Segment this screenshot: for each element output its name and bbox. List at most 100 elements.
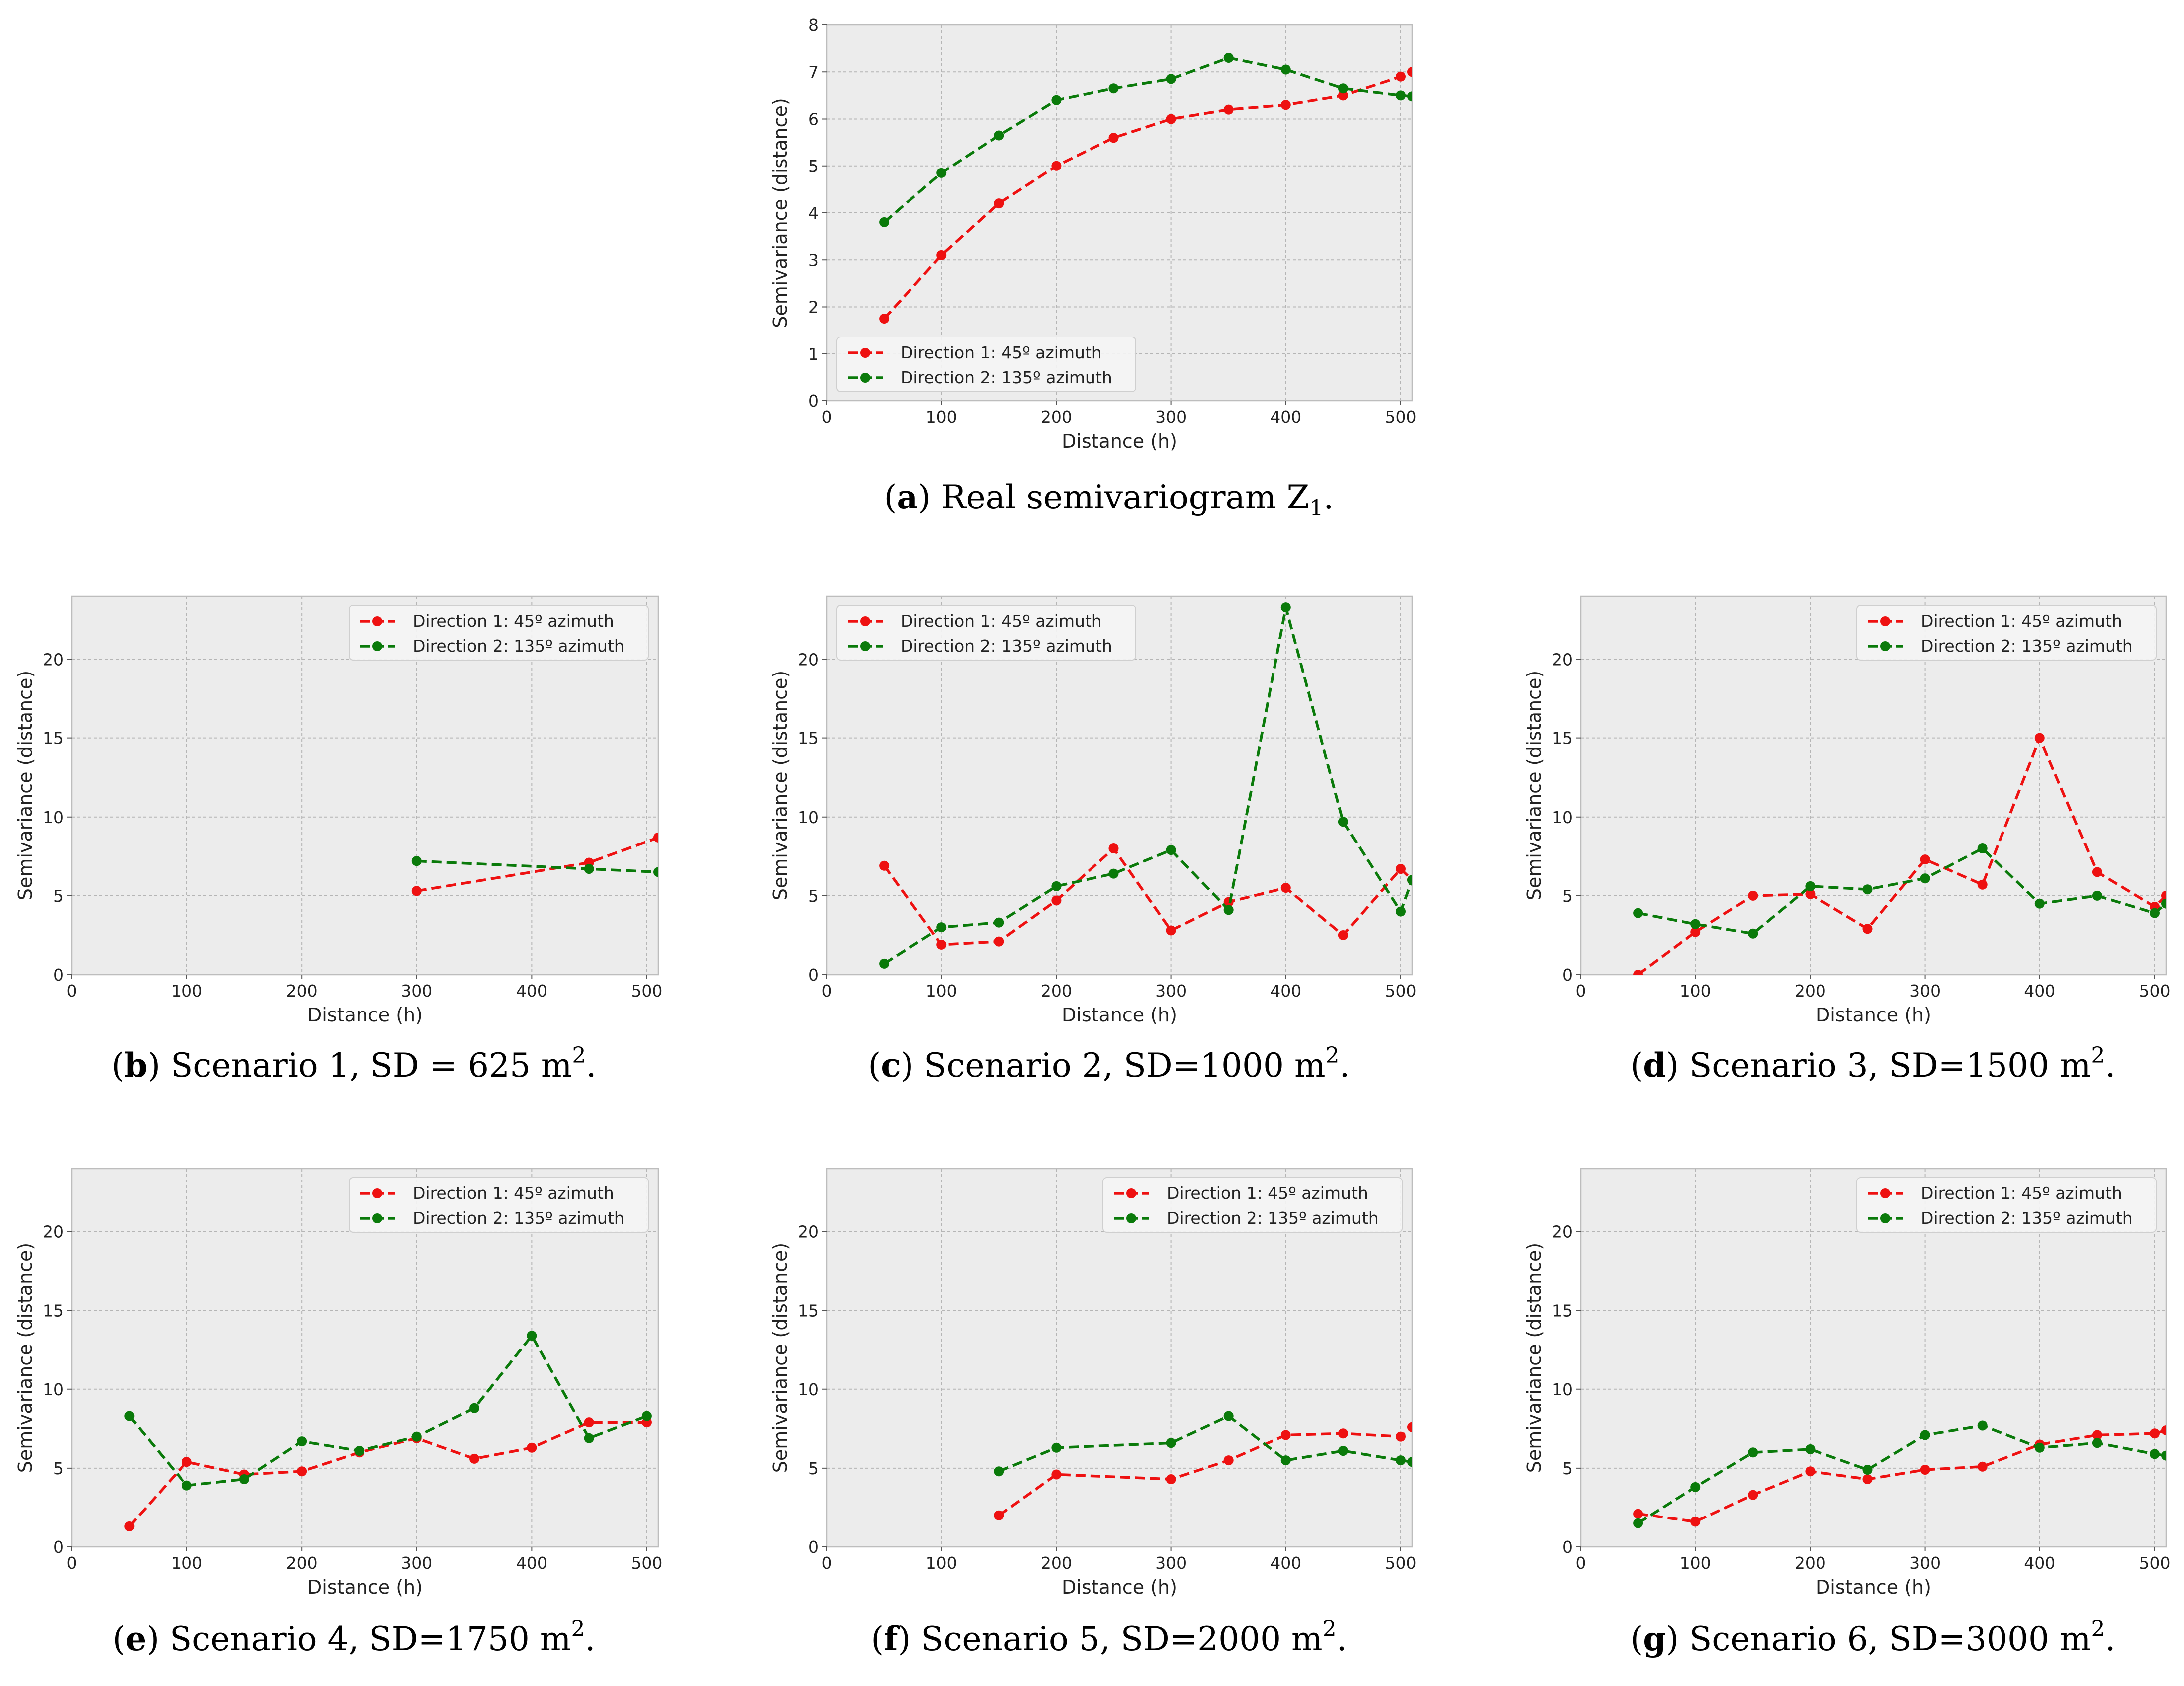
data-point: [1633, 970, 1643, 975]
caption-suffix: .: [1337, 1620, 1347, 1658]
y-tick-label: 5: [808, 1459, 819, 1478]
legend-label-1: Direction 1: 45º azimuth: [1167, 1183, 1368, 1203]
data-point: [1805, 1444, 1816, 1454]
data-point: [584, 1417, 594, 1428]
data-point: [2149, 1428, 2160, 1439]
plot-frame: [826, 1168, 1413, 1548]
x-tick-label: 500: [631, 1553, 662, 1573]
caption-paren: (: [871, 1620, 884, 1658]
y-tick-label: 5: [53, 1459, 64, 1478]
x-tick-label: 200: [286, 981, 318, 1001]
plot-frame: [826, 595, 1413, 976]
x-tick-label: 0: [822, 1553, 832, 1573]
data-point: [1338, 1446, 1348, 1456]
series-group: [1633, 733, 2166, 975]
x-tick-label: 100: [926, 981, 957, 1001]
data-point: [1633, 1518, 1643, 1528]
legend: Direction 1: 45º azimuth Direction 2: 135…: [349, 1177, 649, 1233]
data-point: [653, 867, 658, 877]
data-point: [1690, 1517, 1701, 1527]
caption-suffix: .: [1340, 1046, 1350, 1085]
caption-paren: ): [147, 1046, 160, 1085]
data-point: [1920, 873, 1930, 884]
x-tick-label: 400: [516, 981, 547, 1001]
data-point: [936, 939, 947, 950]
caption-superscript: 2: [2091, 1616, 2105, 1642]
y-tick-label: 4: [808, 203, 819, 223]
data-point: [2161, 898, 2166, 909]
x-tick-label: 300: [401, 1553, 432, 1573]
x-tick-label: 500: [2139, 1553, 2170, 1573]
caption-text: Real semivariogram Z: [931, 478, 1309, 516]
y-tick-label: 20: [798, 650, 819, 670]
data-point: [1051, 1469, 1062, 1480]
caption-letter: e: [125, 1619, 146, 1658]
y-axis-label: Semivariance (distance): [769, 671, 791, 900]
x-tick-label: 500: [1385, 981, 1416, 1001]
data-point: [527, 1442, 537, 1453]
data-point: [1166, 1438, 1176, 1448]
data-point: [469, 1403, 480, 1413]
y-tick-label: 10: [43, 808, 64, 827]
data-point: [994, 130, 1004, 141]
data-point: [936, 922, 947, 933]
data-point: [1223, 905, 1234, 915]
legend-marker: [860, 373, 870, 383]
x-tick-label: 500: [1385, 1553, 1416, 1573]
data-point: [1338, 930, 1348, 940]
legend: Direction 1: 45º azimuth Direction 2: 135…: [1102, 1177, 1403, 1233]
data-point: [994, 917, 1004, 928]
x-axis-label: Distance (h): [1816, 1004, 1931, 1026]
data-point: [1407, 875, 1412, 885]
legend-label-1: Direction 1: 45º azimuth: [901, 611, 1102, 631]
data-point: [1395, 1455, 1406, 1466]
x-tick-label: 300: [1155, 407, 1187, 427]
data-point: [1280, 1430, 1291, 1440]
data-point: [1920, 1465, 1930, 1475]
caption-paren: (: [868, 1046, 881, 1085]
data-point: [1108, 83, 1119, 94]
data-point: [994, 198, 1004, 209]
x-tick-label: 200: [286, 1553, 318, 1573]
legend-marker: [1880, 1213, 1890, 1223]
y-tick-label: 15: [43, 729, 64, 748]
data-point: [1223, 1455, 1234, 1466]
data-point: [1748, 928, 1758, 939]
data-point: [2161, 1450, 2166, 1461]
x-tick-label: 400: [1270, 981, 1301, 1001]
data-point: [1108, 868, 1119, 879]
data-point: [1805, 1466, 1816, 1477]
chart-caption: (e) Scenario 4, SD=1750 m2.: [113, 1616, 596, 1658]
x-tick-label: 100: [926, 407, 957, 427]
x-tick-label: 400: [2024, 981, 2055, 1001]
data-point: [297, 1436, 307, 1447]
data-point: [1223, 104, 1234, 115]
data-point: [1223, 52, 1234, 63]
chart-panel-c: 0 100 200 300 400 500 0 5 10 15 20 Distance (h) Semi…: [769, 595, 1416, 1085]
plot-frame: [1580, 1168, 2167, 1548]
data-point: [1166, 114, 1176, 124]
data-point: [1395, 864, 1406, 874]
x-tick-label: 200: [1041, 1553, 1072, 1573]
data-point: [1805, 881, 1816, 891]
data-point: [1338, 90, 1348, 101]
caption-letter: a: [897, 478, 918, 516]
y-tick-label: 5: [808, 886, 819, 906]
data-point: [1407, 1457, 1412, 1467]
y-axis-label: Semivariance (distance): [1523, 671, 1545, 900]
y-tick-label: 8: [808, 15, 819, 35]
data-point: [879, 314, 890, 324]
legend-box: [349, 605, 649, 661]
x-tick-label: 500: [1385, 407, 1416, 427]
caption-paren: ): [1666, 1620, 1679, 1658]
data-point: [653, 832, 658, 843]
data-point: [1166, 1474, 1176, 1485]
data-point: [124, 1521, 135, 1531]
data-point: [1977, 1461, 1988, 1472]
legend-box: [349, 1177, 649, 1233]
x-axis-label: Distance (h): [1062, 1576, 1177, 1598]
data-point: [1166, 74, 1176, 84]
x-tick-label: 400: [1270, 1553, 1301, 1573]
x-axis-label: Distance (h): [307, 1576, 423, 1598]
y-tick-label: 5: [1562, 1459, 1573, 1478]
